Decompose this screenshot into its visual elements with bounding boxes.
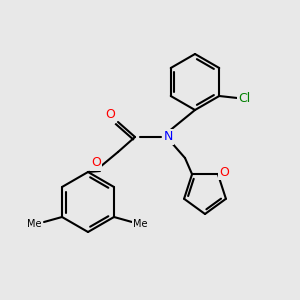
Text: Me: Me <box>133 219 147 229</box>
Text: Cl: Cl <box>238 92 250 104</box>
Text: N: N <box>163 130 173 143</box>
Text: O: O <box>91 157 101 169</box>
Text: Me: Me <box>27 219 41 229</box>
Text: O: O <box>105 109 115 122</box>
Text: O: O <box>219 166 229 179</box>
